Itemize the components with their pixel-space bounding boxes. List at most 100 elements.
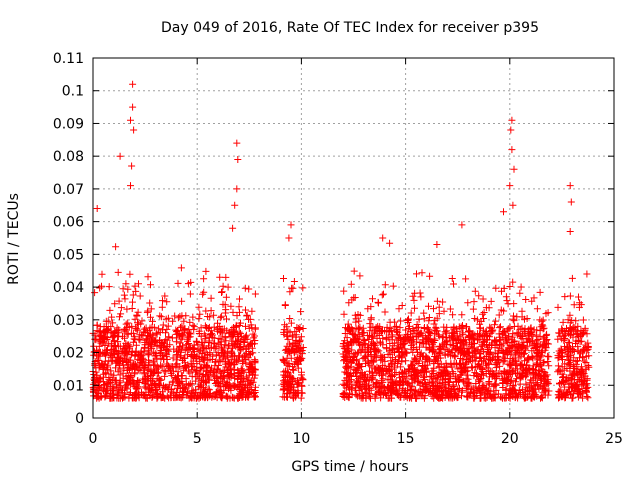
data-point [375, 347, 383, 355]
data-point [172, 330, 180, 338]
data-point [578, 337, 586, 345]
data-point [566, 292, 574, 300]
data-point [528, 352, 536, 360]
data-point [520, 392, 528, 400]
data-point [482, 394, 490, 402]
data-point [283, 323, 291, 331]
data-point [93, 327, 101, 335]
data-point [186, 329, 193, 337]
data-point [213, 325, 221, 333]
data-point [90, 342, 98, 350]
data-point [109, 387, 117, 395]
data-point [212, 351, 220, 359]
data-point [284, 348, 292, 355]
data-point [157, 313, 165, 321]
data-point [491, 321, 498, 329]
data-point [102, 350, 110, 358]
data-point [537, 374, 544, 382]
data-point [462, 275, 470, 283]
data-point [117, 355, 125, 363]
data-point [422, 343, 430, 351]
data-point [222, 273, 230, 281]
data-point [296, 326, 303, 333]
data-point [521, 367, 529, 374]
data-point [189, 313, 197, 321]
data-point [491, 373, 499, 381]
data-point [169, 317, 177, 325]
data-point [219, 282, 227, 290]
data-point [518, 335, 526, 343]
data-point [580, 380, 587, 388]
data-point [233, 139, 241, 147]
data-point [577, 391, 585, 399]
data-point [287, 319, 295, 327]
data-point [248, 324, 256, 332]
data-point [171, 312, 179, 320]
data-point [163, 298, 171, 306]
data-point [436, 382, 444, 390]
data-point [353, 369, 361, 377]
data-point [438, 394, 446, 401]
data-point [141, 325, 148, 333]
data-point [387, 360, 395, 368]
data-point [576, 389, 584, 397]
data-point [218, 346, 226, 354]
data-point [527, 394, 535, 402]
data-point [457, 343, 465, 351]
data-point [583, 393, 591, 400]
data-point [555, 387, 563, 395]
data-point [347, 324, 355, 332]
data-point [494, 390, 502, 398]
data-point [522, 365, 530, 373]
data-point [152, 329, 160, 337]
data-point [239, 389, 247, 396]
data-point [433, 327, 441, 335]
data-point [583, 375, 591, 383]
data-point [147, 313, 154, 321]
data-point [131, 370, 139, 378]
data-point [524, 335, 532, 343]
data-point [506, 360, 513, 368]
data-point [218, 288, 226, 296]
data-point [230, 341, 238, 349]
data-point [554, 303, 562, 311]
y-tick-label: 0.1 [62, 84, 84, 100]
data-point [163, 345, 171, 353]
data-point [413, 270, 420, 278]
data-point [178, 297, 186, 305]
data-point [425, 302, 432, 310]
data-point [236, 308, 243, 316]
data-point [119, 361, 127, 369]
data-point [483, 344, 491, 352]
data-point [298, 382, 306, 390]
data-point [96, 337, 104, 345]
data-point [435, 310, 443, 318]
data-point [517, 373, 525, 381]
data-point [567, 198, 575, 206]
data-point [229, 382, 237, 390]
data-point [534, 336, 542, 343]
data-point [360, 391, 368, 399]
data-point [492, 317, 500, 325]
chart-title: Day 049 of 2016, Rate Of TEC Index for r… [161, 20, 539, 36]
data-point [511, 386, 519, 394]
data-point [518, 324, 526, 332]
data-point [506, 385, 514, 393]
data-point [340, 310, 348, 318]
data-point [99, 335, 107, 343]
data-point [435, 332, 443, 340]
data-point [476, 387, 484, 395]
data-point [352, 391, 360, 399]
data-point [144, 273, 152, 281]
data-point [493, 359, 501, 367]
data-point [345, 349, 353, 357]
data-point [356, 392, 364, 400]
data-point [176, 352, 184, 360]
data-point [183, 335, 191, 343]
data-point [192, 373, 200, 381]
data-point [129, 298, 136, 306]
x-axis-label: GPS time / hours [291, 459, 408, 475]
data-point [579, 353, 586, 361]
data-point [345, 299, 353, 307]
